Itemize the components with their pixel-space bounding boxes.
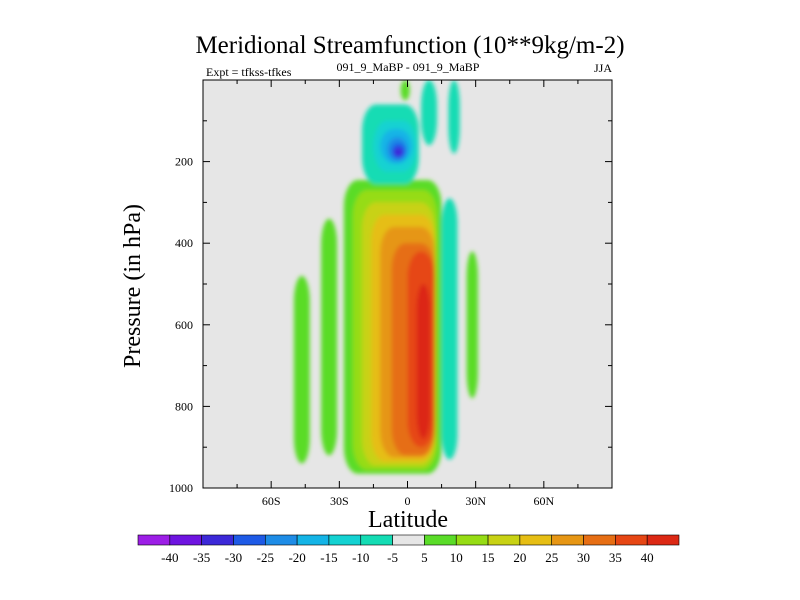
- colorbar: -40 -35 -30 -25 -20 -15 -10 -5 5 10 15 20 25 30 35 40: [137, 534, 680, 565]
- period-label: 091_9_MaBP - 091_9_MaBP: [337, 60, 480, 74]
- x-axis-label: Latitude: [368, 507, 448, 533]
- y-tick-label-4: 1000: [169, 481, 193, 495]
- x-tick-label-0: 60S: [262, 494, 281, 508]
- colorbar-label-3: -25: [257, 550, 274, 565]
- y-tick-label-0: 200: [175, 155, 193, 169]
- x-tick-label-1: 30S: [330, 494, 349, 508]
- colorbar-label-5: -15: [320, 550, 337, 565]
- contour-field: [293, 80, 478, 474]
- colorbar-swatch-12: [519, 534, 553, 546]
- experiment-label: Expt = tfkss-tfkes: [206, 65, 292, 79]
- colorbar-label-1: -35: [193, 550, 210, 565]
- colorbar-swatch-2: [201, 534, 234, 546]
- contour-cell-11: [466, 251, 478, 399]
- contour-cell-10: [441, 198, 458, 460]
- colorbar-swatch-8: [392, 534, 425, 546]
- colorbar-label-7: -5: [387, 550, 398, 565]
- colorbar-label-9: 10: [450, 550, 463, 565]
- colorbar-label-11: 20: [513, 550, 526, 565]
- colorbar-swatch-15: [615, 534, 648, 546]
- y-axis-label: Pressure (in hPa): [120, 204, 146, 368]
- colorbar-swatch-16: [646, 534, 680, 546]
- plot-ticks: 60S 30S 0 30N 60N 200 400 600 800 1000: [169, 80, 612, 508]
- colorbar-swatch-10: [455, 534, 489, 546]
- x-tick-label-2: 0: [405, 494, 411, 508]
- colorbar-label-4: -20: [288, 550, 305, 565]
- colorbar-swatch-4: [264, 534, 298, 546]
- colorbar-label-6: -10: [352, 550, 369, 565]
- colorbar-swatch-11: [487, 534, 521, 546]
- colorbar-label-12: 25: [545, 550, 558, 565]
- colorbar-swatch-3: [233, 534, 266, 546]
- y-tick-label-1: 400: [175, 236, 193, 250]
- contour-cell-1: [321, 218, 338, 456]
- colorbar-swatch-5: [296, 534, 330, 546]
- contour-cell-18: [400, 80, 410, 101]
- colorbar-swatch-13: [551, 534, 584, 546]
- colorbar-swatch-6: [328, 534, 362, 546]
- chart-title: Meridional Streamfunction (10**9kg/m-2): [195, 32, 624, 59]
- colorbar-label-14: 35: [609, 550, 622, 565]
- colorbar-swatch-0: [137, 534, 171, 546]
- colorbar-label-13: 30: [577, 550, 590, 565]
- colorbar-label-15: 40: [641, 550, 654, 565]
- colorbar-label-8: 5: [421, 550, 428, 565]
- colorbar-swatch-14: [583, 534, 616, 546]
- y-tick-label-3: 800: [175, 399, 193, 413]
- x-tick-label-3: 30N: [465, 494, 486, 508]
- colorbar-swatch-7: [360, 534, 393, 546]
- contour-cell-0: [293, 275, 310, 464]
- colorbar-swatch-9: [424, 534, 457, 546]
- contour-cell-19: [421, 80, 438, 146]
- contour-cell-17: [393, 147, 403, 157]
- season-label: JJA: [594, 61, 612, 75]
- contour-cell-9: [416, 284, 431, 440]
- contour-cell-20: [448, 80, 460, 154]
- colorbar-swatch-1: [169, 534, 202, 546]
- colorbar-label-10: 15: [482, 550, 495, 565]
- colorbar-label-2: -30: [225, 550, 242, 565]
- y-tick-label-2: 600: [175, 318, 193, 332]
- colorbar-label-0: -40: [161, 550, 178, 565]
- x-tick-label-4: 60N: [533, 494, 554, 508]
